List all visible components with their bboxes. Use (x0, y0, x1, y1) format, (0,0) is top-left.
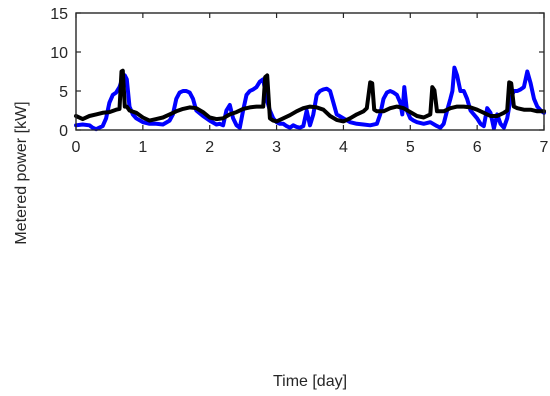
x-tick-label: 7 (540, 139, 549, 156)
y-tick-label: 15 (50, 6, 68, 23)
x-tick-label: 3 (272, 139, 281, 156)
axes-frame (75, 12, 545, 131)
x-tick-label: 5 (406, 139, 415, 156)
y-axis-label: Metered power [kW] (13, 101, 30, 244)
series-line (74, 68, 546, 124)
x-axis-label: Time [day] (273, 373, 347, 390)
x-tick-label: 6 (473, 139, 482, 156)
x-tick-label: 0 (72, 139, 81, 156)
y-tick-label: 5 (59, 84, 68, 101)
y-tick-label: 10 (50, 45, 68, 62)
x-tick-label: 1 (138, 139, 147, 156)
x-tick-label: 2 (205, 139, 214, 156)
top-subplot: 0 1 2 3 4 5 6 7 0 5 10 15 (50, 6, 548, 156)
y-tick-label: 0 (59, 123, 68, 140)
x-tick-label: 4 (339, 139, 348, 156)
series-line (74, 65, 546, 132)
